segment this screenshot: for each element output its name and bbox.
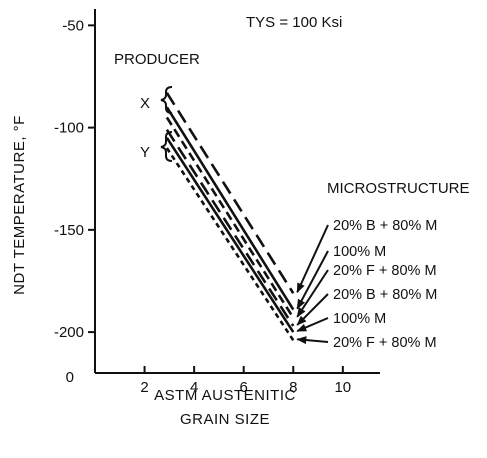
producer-label: PRODUCER — [114, 51, 200, 68]
legend-title: MICROSTRUCTURE — [327, 180, 470, 197]
legend-arrows: 20% B + 80% M 100% M 20% F + 80% M 20% B + … — [296, 218, 437, 351]
series-line — [165, 147, 295, 341]
x-tick-label: 8 — [289, 379, 297, 396]
producer-braces — [160, 86, 173, 162]
series-line — [165, 137, 295, 333]
legend-entry: 20% F + 80% M — [333, 263, 437, 279]
legend-entry: 20% F + 80% M — [333, 335, 437, 351]
annotation-tys: TYS = 100 Ksi — [246, 14, 342, 31]
labels-layer: TYS = 100 Ksi PRODUCER X Y MICROSTRUCTUR… — [11, 14, 470, 428]
producer-y-label: Y — [140, 144, 150, 161]
y-tick-label: -50 — [62, 17, 84, 34]
legend-arrow — [296, 250, 329, 310]
legend-arrow — [296, 269, 329, 318]
y-origin-label: 0 — [66, 369, 74, 386]
y-axis-title: NDT TEMPERATURE, °F — [11, 115, 28, 295]
legend-entry: 20% B + 80% M — [333, 218, 437, 234]
y-tick-label: -200 — [54, 324, 84, 341]
brace-y — [160, 131, 173, 162]
producer-x-label: X — [140, 95, 150, 112]
legend-arrow — [296, 336, 329, 345]
x-tick-label: 2 — [140, 379, 148, 396]
legend-arrow — [296, 224, 329, 294]
brace-x — [160, 86, 173, 114]
legend-entry: 20% B + 80% M — [333, 287, 437, 303]
y-tick-label: -150 — [54, 222, 84, 239]
legend-entry: 100% M — [333, 244, 386, 260]
x-tick-label: 6 — [240, 379, 248, 396]
axes: -50 -100 -150 -200 2 4 6 8 10 — [54, 9, 380, 396]
legend-arrow — [296, 317, 329, 333]
x-tick-label: 4 — [190, 379, 198, 396]
series-line — [165, 128, 295, 327]
x-axis-title-line2: GRAIN SIZE — [180, 411, 270, 428]
y-tick-label: -100 — [54, 120, 84, 137]
legend-arrow — [296, 293, 329, 326]
series-line — [165, 106, 295, 311]
x-tick-label: 10 — [334, 379, 351, 396]
series-line — [165, 92, 295, 294]
legend-entry: 100% M — [333, 311, 386, 327]
series-layer — [165, 92, 295, 341]
x-axis-title-line1: ASTM AUSTENITIC — [154, 387, 296, 404]
series-line — [165, 116, 295, 319]
